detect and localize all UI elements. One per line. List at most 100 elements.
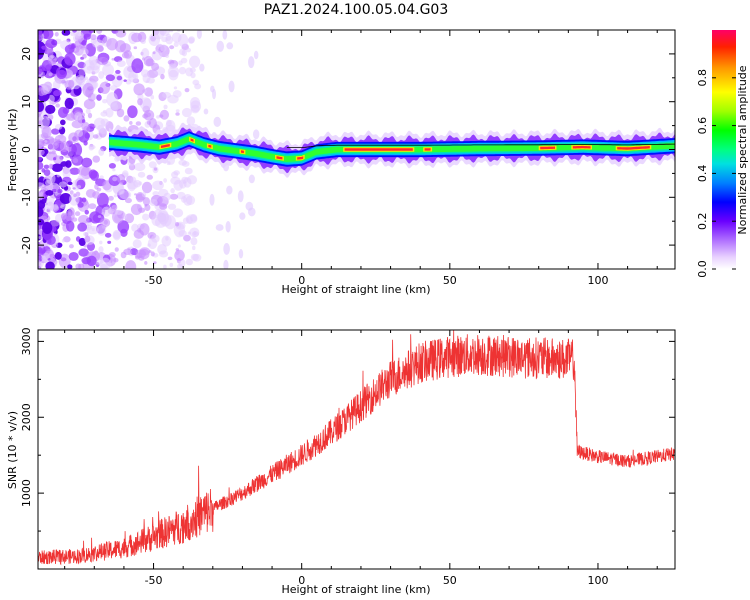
noise-blob	[57, 188, 63, 194]
noise-blob	[67, 264, 73, 269]
noise-blob	[42, 221, 53, 234]
noise-blob	[108, 195, 114, 201]
noise-blob	[189, 96, 201, 109]
ridge-hot-core	[424, 148, 431, 151]
ridge-hot-core	[572, 145, 591, 149]
noise-blob	[38, 148, 45, 157]
noise-blob	[55, 123, 63, 130]
noise-blob	[157, 209, 169, 224]
noise-blob	[143, 55, 154, 67]
noise-blob	[174, 249, 185, 262]
spectrogram-ridge-layer	[109, 122, 675, 178]
noise-blob	[79, 48, 89, 56]
noise-blob	[122, 213, 128, 220]
noise-blob	[61, 30, 71, 36]
noise-blob	[76, 129, 84, 137]
noise-blob	[223, 259, 229, 269]
noise-blob	[48, 151, 53, 155]
noise-blob	[142, 197, 151, 206]
noise-blob	[68, 132, 80, 143]
snr-x-tick-label: -50	[145, 574, 163, 587]
ridge-hot-core	[190, 138, 194, 142]
spectrogram-y-axis-label: Frequency (Hz)	[6, 109, 19, 192]
noise-blob	[210, 85, 215, 93]
noise-blob	[58, 253, 71, 269]
noise-blob	[99, 240, 103, 245]
snr-ticks: -50 0 50 100 1000 2000 3000	[20, 327, 675, 587]
noise-blob	[60, 212, 67, 220]
noise-blob	[99, 175, 104, 180]
noise-blob	[41, 30, 54, 40]
noise-blob	[185, 258, 193, 266]
noise-blob	[38, 30, 43, 37]
noise-blob	[98, 148, 105, 156]
noise-blob	[123, 50, 132, 59]
noise-blob	[96, 192, 109, 208]
noise-blob	[73, 193, 77, 198]
noise-blob	[102, 63, 115, 77]
noise-blob	[81, 208, 86, 213]
noise-blob	[105, 107, 114, 118]
noise-blob	[45, 190, 54, 196]
noise-blob	[248, 56, 255, 69]
noise-blob	[135, 121, 142, 126]
noise-blob	[161, 235, 172, 247]
noise-blob	[76, 184, 82, 189]
noise-blob	[103, 219, 108, 225]
noise-blob	[62, 168, 71, 179]
noise-blob	[252, 129, 260, 140]
noise-blob	[86, 225, 99, 235]
noise-blob	[144, 260, 148, 265]
noise-blob	[45, 104, 56, 114]
noise-blob	[133, 83, 145, 96]
noise-blob	[92, 191, 101, 199]
colorbar-gradient	[712, 30, 736, 269]
noise-blob	[113, 231, 121, 240]
noise-blob	[179, 179, 187, 189]
spectrogram-y-tick-label: 0	[20, 146, 33, 153]
colorbar-tick-label: 0.4	[696, 165, 709, 183]
noise-blob	[65, 160, 72, 168]
noise-blob	[170, 176, 181, 185]
noise-blob	[184, 167, 193, 175]
spectrogram-y-tick-label: 10	[20, 95, 33, 109]
snr-panel: -50 0 50 100 1000 2000 3000	[20, 327, 676, 587]
snr-x-tick-label: 100	[587, 574, 608, 587]
noise-blob	[116, 173, 126, 184]
noise-blob	[115, 30, 127, 38]
noise-blob	[104, 232, 112, 238]
noise-blob	[42, 252, 50, 260]
noise-blob	[114, 247, 119, 252]
noise-blob	[168, 63, 177, 70]
noise-blob	[99, 81, 111, 95]
ridge-model-line	[286, 143, 675, 148]
noise-blob	[74, 40, 81, 48]
snr-frame	[37, 329, 676, 570]
noise-blob	[173, 41, 179, 48]
noise-blob	[116, 60, 126, 67]
noise-blob	[71, 217, 78, 222]
noise-blob	[76, 76, 86, 86]
noise-blob	[148, 161, 157, 169]
noise-blob	[159, 203, 168, 210]
ridge-hot-core	[241, 150, 244, 154]
noise-blob	[147, 237, 158, 250]
noise-blob	[178, 159, 187, 166]
noise-blob	[149, 199, 158, 207]
noise-blob	[38, 235, 42, 240]
noise-blob	[222, 30, 228, 40]
spectrogram-x-tick-label: 50	[443, 274, 457, 287]
snr-x-tick-label: 0	[298, 574, 305, 587]
noise-blob	[156, 115, 160, 119]
noise-blob	[45, 261, 55, 269]
noise-blob	[127, 105, 138, 119]
ridge-hot-core	[540, 146, 555, 150]
ridge-hot-core	[617, 146, 650, 150]
noise-blob	[67, 181, 73, 186]
noise-blob	[38, 36, 42, 40]
noise-blob	[137, 228, 142, 233]
noise-blob	[196, 30, 202, 40]
noise-blob	[88, 203, 97, 210]
noise-blob	[181, 107, 192, 118]
noise-blob	[150, 251, 155, 257]
